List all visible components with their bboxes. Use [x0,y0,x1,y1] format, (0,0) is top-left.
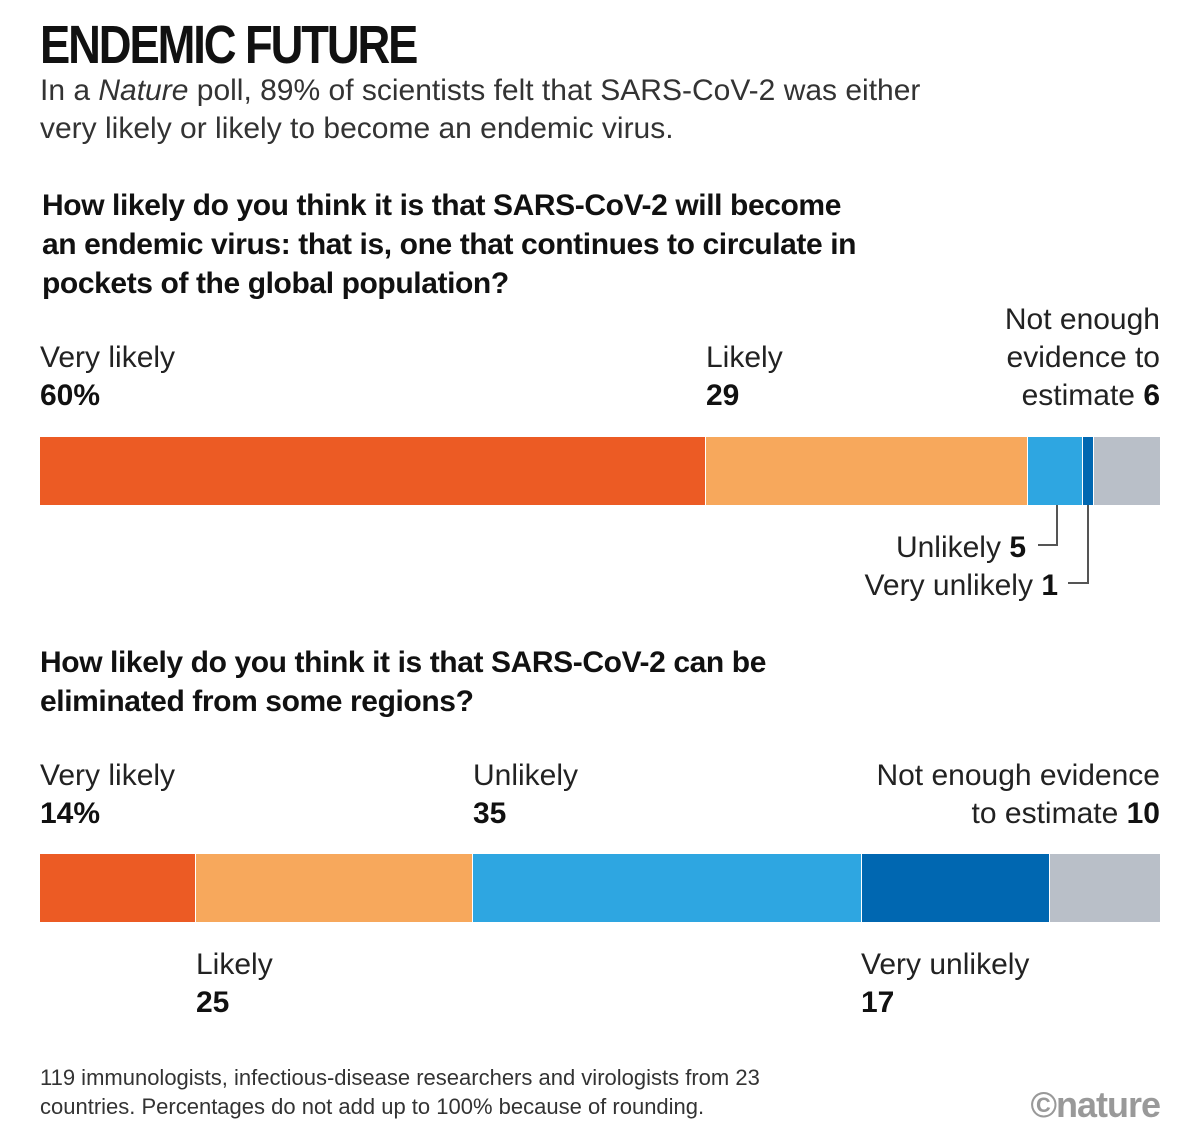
chart2-unlikely-name: Unlikely [473,759,579,792]
chart1-unlikely-leader [1038,505,1058,546]
chart2-likely-name: Likely [196,948,273,981]
chart1-very-unlikely-value: 1 [1041,569,1058,602]
chart1-not-enough-line3: estimate 6 [1005,377,1160,415]
chart2-segment-unlikely [472,854,861,922]
chart2-not-enough-value: 10 [1126,797,1160,830]
chart2-question: How likely do you think it is that SARS-… [40,646,766,718]
chart1-label-unlikely: Unlikely 5 [896,529,1026,567]
chart2-label-very-likely: Very likely 14% [40,757,175,833]
chart-subtitle: In a Nature poll, 89% of scientists felt… [40,72,940,148]
subtitle-italic: Nature [98,74,189,107]
chart1-unlikely-value: 5 [1009,531,1026,564]
chart2-label-not-enough: Not enough evidence to estimate 10 [876,757,1160,833]
chart1-not-enough-value: 6 [1143,379,1160,412]
chart1-not-enough-line2: evidence to [1006,341,1160,374]
subtitle-text-start: In a [40,74,99,107]
chart-title: ENDEMIC FUTURE [40,15,418,75]
chart1-question: How likely do you think it is that SARS-… [42,189,857,300]
chart2-label-likely: Likely 25 [196,946,273,1022]
chart2-very-unlikely-name: Very unlikely [861,948,1030,981]
chart1-label-not-enough: Not enough evidence to estimate 6 [1005,301,1160,415]
chart1-segment-very-likely [40,437,706,505]
chart2-unlikely-value: 35 [473,797,507,830]
nature-logo: ©nature [1030,1084,1161,1125]
chart2-very-likely-value: 14% [40,797,101,830]
footnote: 119 immunologists, infectious-disease re… [40,1065,760,1119]
chart1-label-very-unlikely: Very unlikely 1 [865,567,1058,605]
chart2-not-enough-line2: to estimate 10 [876,795,1160,833]
chart1-not-enough-line3-text: estimate [1021,379,1135,412]
chart2-label-very-unlikely: Very unlikely 17 [861,946,1029,1022]
chart2-segment-likely [195,854,473,922]
chart2-segment-very-likely [40,854,196,922]
chart2-likely-value: 25 [196,986,230,1019]
chart2-very-unlikely-value: 17 [861,986,895,1019]
chart1-label-likely: Likely 29 [706,339,783,415]
chart1-very-unlikely-leader [1068,505,1089,584]
chart1-very-likely-name: Very likely [40,341,176,374]
chart2-stacked-bar [40,854,1160,922]
chart1-likely-name: Likely [706,341,783,374]
chart1-stacked-bar [40,437,1160,505]
chart1-label-very-likely: Very likely 60% [40,339,175,415]
subtitle-text-end: poll, 89% of scientists felt that SARS-C… [40,74,921,145]
chart1-very-unlikely-name: Very unlikely [864,569,1033,602]
chart2-very-likely-name: Very likely [40,759,176,792]
chart1-segment-very-unlikely [1082,437,1094,505]
chart1-segment-not-enough-evidence [1093,437,1160,505]
chart1-segment-likely [705,437,1027,505]
chart2-segment-not-enough-evidence [1049,854,1160,922]
chart1-likely-value: 29 [706,379,740,412]
chart1-unlikely-name: Unlikely [895,531,1001,564]
chart1-not-enough-line1: Not enough [1004,303,1160,336]
chart2-segment-very-unlikely [860,854,1050,922]
chart2-not-enough-line1: Not enough evidence [876,759,1160,792]
chart2-label-unlikely: Unlikely 35 [473,757,578,833]
chart1-segment-unlikely [1026,437,1083,505]
chart2-not-enough-line2-text: to estimate [971,797,1119,830]
chart1-very-likely-value: 60% [40,379,101,412]
